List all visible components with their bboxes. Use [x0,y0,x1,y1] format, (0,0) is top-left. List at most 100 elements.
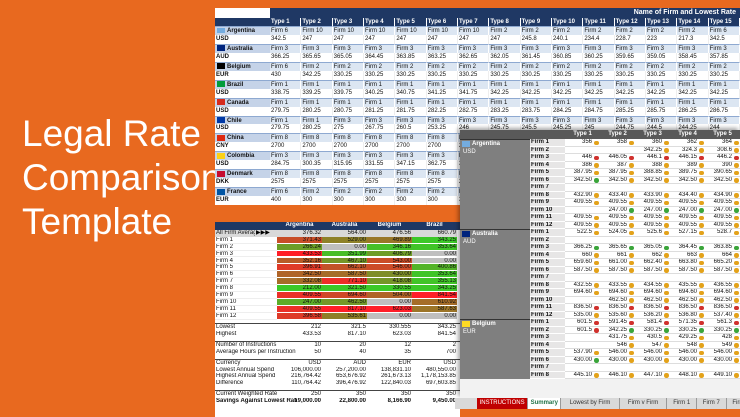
stat-value: 216,764.42 [290,373,321,380]
status-dot [629,283,634,288]
rate: 360 [635,139,663,147]
sheet-tab[interactable]: Firm v Firm [619,398,668,409]
firm-average: 418.08 [367,278,412,286]
rate: 342.50 [565,176,593,184]
status-dot [699,298,704,303]
country: France [215,187,270,197]
column-header: Type 7 [458,18,490,26]
rate: 400 [270,196,302,205]
status-dot [734,320,739,325]
rate: 247 [489,34,521,44]
firm-average: 610.92 [412,298,457,306]
firm-average: 409.55 [277,305,322,313]
country: Canada [215,97,270,107]
sheet-tab[interactable]: Firm 1 [667,398,697,409]
firm-name: Firm 1 [301,115,333,125]
rate: 434.40 [670,191,698,199]
firm-average: 351.99 [322,250,367,258]
rate: 362.05 [489,52,521,62]
stat-value: USD [308,359,321,366]
rate: 409.55 [565,199,593,207]
status-dot [664,268,669,273]
sheet-tab[interactable]: Firm 2 [726,398,740,409]
rate: 341.25 [427,88,458,98]
firm-name: Firm 1 [646,97,678,107]
status-dot [734,253,739,258]
rate: 546.00 [670,349,698,357]
sheet-tab[interactable]: Firm 7 [697,398,727,409]
status-dot [734,298,739,303]
rate: 247.00 [705,206,733,214]
rate: 587.50 [565,266,593,274]
rate: 2700 [270,142,302,152]
sheet-tab[interactable]: Summary [528,398,562,409]
firm-label: Firm 8 [530,281,565,289]
status-dot [664,178,669,183]
status-dot [699,260,704,265]
firm-average: 212.00 [277,285,322,292]
column-header: Argentina [285,222,314,228]
firm-name: Firm 2 [614,26,646,35]
sheet-tab[interactable]: Lowest by Firm [561,398,620,409]
rate: 581.4 [635,319,663,327]
rate: 528.7 [705,229,733,237]
status-dot [629,328,634,333]
firm-name: Firm 10 [332,26,364,35]
status-dot [699,223,704,228]
firm-name: Firm 1 [677,79,709,89]
rate: 546.00 [635,349,663,357]
firm-name: Firm 3 [646,115,678,125]
firm-label: Firm 10 [530,296,565,304]
rate: 330.25 [583,70,615,80]
firm-label: Firm 8 [530,191,565,199]
rate: 433.90 [635,191,663,199]
status-dot [629,260,634,265]
rate: 244.25 [677,124,709,134]
rate: 340.25 [364,88,396,98]
rate: 361.45 [521,52,552,62]
currency: CNY [216,143,229,150]
rate: 330.25 [635,326,663,334]
cell-pad [593,146,600,154]
rate: 360.25 [583,52,615,62]
firm-name: Firm 6 [270,187,302,197]
firm-average: 352.16 [277,257,322,265]
rate: 409.55 [670,221,698,229]
stat-value: 321.5 [350,323,366,330]
rate: 836.50 [705,304,733,312]
sheet-tab[interactable]: INSTRUCTIONS [477,398,529,409]
firm-name: Firm 3 [426,43,458,53]
status-dot [734,373,739,378]
firm-name: Firm 1 [708,79,740,89]
firm-name: Firm 3 [520,115,552,125]
status-dot [734,140,739,145]
status-dot [664,170,669,175]
status-dot [734,283,739,288]
cell-pad [733,274,740,282]
rate: 536.80 [670,311,698,319]
status-dot [594,313,599,318]
status-dot [664,305,669,310]
rate [565,184,593,192]
stat-value: 50 [314,348,321,355]
rule [215,390,460,392]
status-dot [664,328,669,333]
rate [705,184,733,192]
rate: 409.55 [600,214,628,222]
firm-name: Firm 3 [395,151,427,161]
firm-name: Firm 3 [395,43,427,53]
rate: 462.50 [600,296,628,304]
headline-line: Legal Rate [22,113,201,154]
status-dot [734,163,739,168]
status-dot [734,343,739,348]
status-dot [629,200,634,205]
firm-label: Firm 8 [215,285,277,292]
rate: 245.25 [552,124,584,134]
rate: 300 [427,196,458,205]
firm-label: Firm 11 [530,214,565,222]
status-dot [629,223,634,228]
status-dot [594,328,599,333]
firm-average: 469.89 [367,236,412,244]
firm-name: Firm 2 [332,61,364,71]
status-dot [734,305,739,310]
